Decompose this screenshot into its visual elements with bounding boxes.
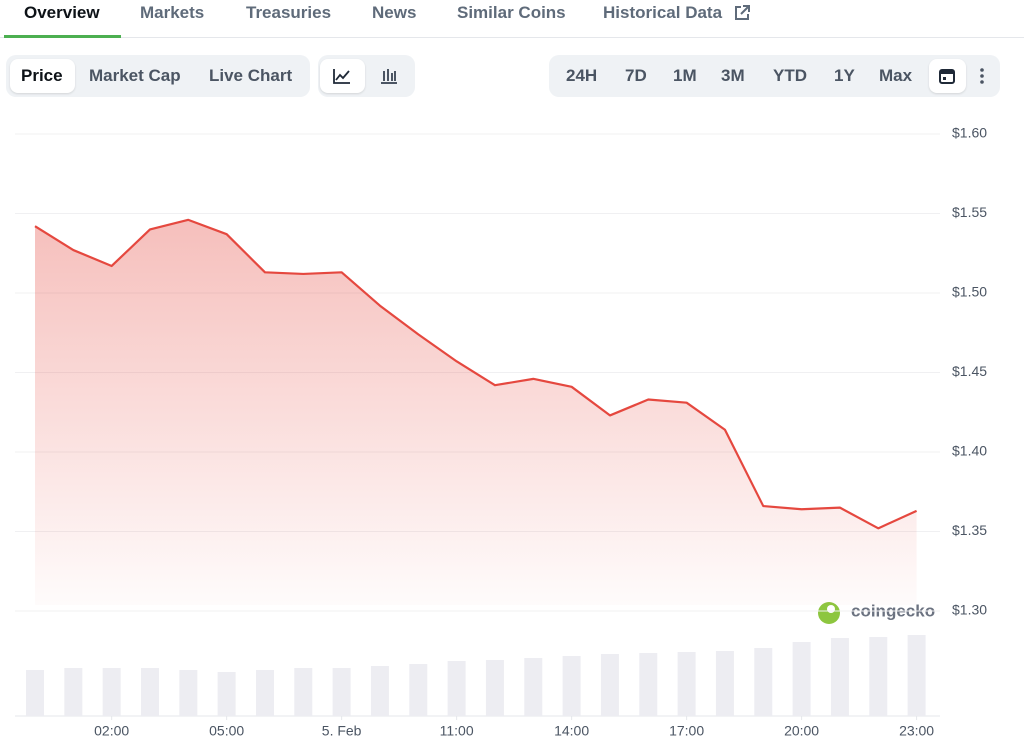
- chart-tab[interactable]: Market Cap: [89, 66, 181, 85]
- x-tick-label: 05:00: [209, 723, 244, 739]
- calendar-button[interactable]: [929, 59, 966, 93]
- tab[interactable]: Overview: [24, 3, 100, 22]
- volume-bar: [869, 637, 888, 716]
- x-tick-label: 02:00: [94, 723, 129, 739]
- watermark-logo-eye: [827, 605, 835, 613]
- volume-bar: [715, 651, 734, 716]
- volume-bar: [294, 668, 313, 716]
- volume-bar: [485, 660, 504, 716]
- chart-tab[interactable]: Price: [21, 66, 63, 85]
- volume-bar: [64, 668, 83, 716]
- y-tick-label: $1.50: [952, 284, 987, 300]
- range-button[interactable]: 3M: [721, 66, 745, 85]
- selected-button: [320, 59, 365, 93]
- candle-chart-icon[interactable]: [379, 67, 399, 85]
- calendar-icon: [939, 69, 955, 84]
- x-tick-label: 5. Feb: [322, 723, 362, 739]
- watermark-logo: [818, 602, 840, 624]
- chart-tab[interactable]: Live Chart: [209, 66, 293, 85]
- price-line: [34, 218, 918, 530]
- volume-bar: [639, 653, 658, 716]
- volume-bar: [447, 661, 466, 716]
- y-tick-label: $1.60: [952, 125, 987, 141]
- range-button[interactable]: 1Y: [834, 66, 855, 85]
- x-tick-label: 17:00: [669, 723, 704, 739]
- range-button[interactable]: 1M: [673, 66, 697, 85]
- y-tick-label: $1.45: [952, 363, 987, 379]
- x-tick-label: 14:00: [554, 723, 589, 739]
- y-tick-label: $1.55: [952, 204, 987, 220]
- volume-bar: [217, 672, 236, 716]
- volume-bar: [907, 635, 926, 716]
- tab[interactable]: News: [372, 3, 417, 22]
- tab[interactable]: Historical Data: [603, 3, 723, 22]
- x-tick-label: 20:00: [784, 723, 819, 739]
- range-group: [549, 55, 1000, 97]
- tab[interactable]: Treasuries: [246, 3, 332, 22]
- price-area: [35, 219, 917, 606]
- range-button[interactable]: YTD: [773, 66, 807, 85]
- y-tick-label: $1.40: [952, 443, 987, 459]
- volume-bar: [140, 668, 159, 716]
- volume-bar: [179, 670, 198, 716]
- volume-bar: [255, 670, 274, 716]
- volume-bar: [600, 654, 619, 716]
- y-tick-label: $1.30: [952, 602, 987, 618]
- volume-bar: [332, 668, 351, 716]
- volume-bar: [370, 666, 389, 716]
- volume-bar: [409, 664, 428, 716]
- range-button[interactable]: 24H: [566, 66, 598, 85]
- tab-underline: [4, 35, 121, 38]
- volume-bar: [830, 638, 849, 716]
- x-tick-label: 11:00: [440, 723, 474, 739]
- range-button[interactable]: Max: [879, 66, 913, 85]
- more-icon[interactable]: [976, 66, 988, 86]
- line-chart-icon[interactable]: [332, 67, 352, 85]
- volume-bar: [562, 656, 581, 716]
- selected-button: [10, 59, 75, 93]
- range-button[interactable]: 7D: [625, 66, 647, 85]
- volume-bar: [26, 670, 44, 716]
- volume-bar: [792, 642, 811, 716]
- tab-bar: Overview Markets Treasuries News Similar…: [0, 0, 1024, 38]
- x-tick-label: 23:00: [899, 723, 934, 739]
- volume-bar: [102, 668, 121, 716]
- volume-bar: [524, 658, 543, 716]
- volume-bar: [677, 652, 696, 716]
- volume-bar: [754, 648, 773, 716]
- tab[interactable]: Similar Coins: [457, 3, 566, 22]
- y-tick-label: $1.35: [952, 522, 987, 538]
- external-link-icon: [735, 5, 750, 20]
- tab[interactable]: Markets: [140, 3, 205, 22]
